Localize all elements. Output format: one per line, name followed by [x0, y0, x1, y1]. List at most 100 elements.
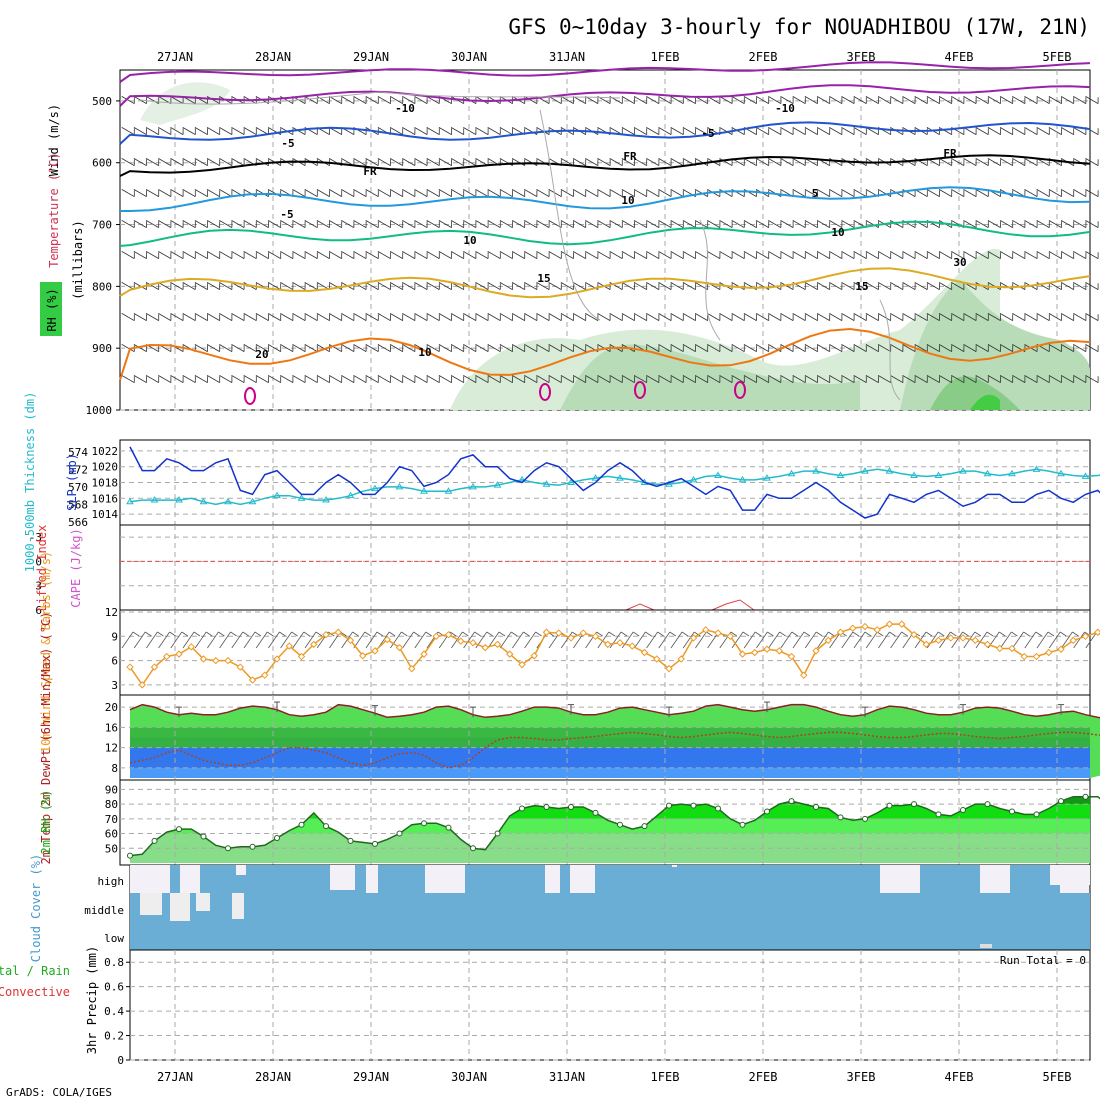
- wind-barb: [841, 220, 855, 228]
- precip-tick-label: 0.6: [104, 981, 124, 994]
- wind-barb: [1036, 375, 1050, 383]
- wind-barb: [853, 282, 867, 290]
- wind-barb: [475, 313, 489, 321]
- surface-wind-barb: [499, 631, 512, 649]
- wind-barb: [804, 127, 818, 135]
- wind-barb: [999, 375, 1013, 383]
- temp-ticks: 8 12 16 20: [105, 701, 118, 775]
- wind-barb: [694, 127, 708, 135]
- wind-barb: [414, 127, 428, 135]
- wind-barb: [865, 375, 879, 383]
- surface-wind-barb: [829, 631, 841, 649]
- slp-tick-label: 1014: [92, 508, 119, 521]
- wind-barb: [621, 220, 635, 228]
- cape-bump: [625, 603, 655, 611]
- wind-barb: [389, 282, 403, 290]
- surface-wind-barb-flag: [535, 631, 542, 637]
- wind-barb: [853, 344, 867, 352]
- cloud-gap: [236, 865, 246, 875]
- thickness-point: [689, 475, 698, 483]
- wind-barb: [438, 158, 452, 166]
- lifted-index-ticks: -3 0 3 6: [29, 531, 42, 617]
- wind-barb: [694, 251, 708, 259]
- wind-barb: [572, 189, 586, 197]
- wind-barb: [206, 96, 220, 104]
- wind-barb: [609, 313, 623, 321]
- wind-barb: [999, 251, 1013, 259]
- thickness-point: [738, 475, 747, 483]
- wind-speed-point: [579, 629, 587, 637]
- wind-barb: [133, 344, 147, 352]
- wind-barb: [975, 344, 989, 352]
- wind-barb: [133, 251, 147, 259]
- wind-panel: 3 6 9 12 10m Wind Speed & Barbs (m/s): [39, 551, 1100, 753]
- wind-barb: [511, 158, 525, 166]
- slp-tick-label: 1016: [92, 492, 119, 505]
- surface-wind-barbs: [121, 631, 1100, 649]
- wind-barb: [951, 189, 965, 197]
- wind-barb: [1060, 313, 1074, 321]
- surface-wind-barb-flag: [315, 631, 323, 637]
- surface-wind-barb: [341, 631, 353, 649]
- upper-air-ylabel-rh: RH (%): [45, 288, 59, 331]
- wind-speed-point: [971, 636, 979, 645]
- wind-barb: [572, 313, 586, 321]
- wind-barb: [902, 251, 916, 259]
- wind-barb: [511, 375, 525, 383]
- wind-speed-series: [126, 620, 1100, 689]
- surface-wind-barb-flag: [169, 631, 176, 637]
- wind-barb: [768, 127, 782, 135]
- wind-barb: [206, 344, 220, 352]
- wind-barb: [938, 251, 952, 259]
- wind-barb: [560, 375, 574, 383]
- wind-barb: [1073, 251, 1087, 259]
- wind-barb: [999, 344, 1013, 352]
- rh-point: [862, 815, 868, 822]
- wind-barb: [975, 220, 989, 228]
- wind-barb: [792, 158, 806, 166]
- wind-barb: [194, 220, 208, 228]
- wind-barb: [377, 96, 391, 104]
- wind-barb: [975, 158, 989, 166]
- rh-point: [396, 830, 403, 837]
- wind-speed-point: [983, 640, 992, 649]
- wind-barb: [621, 127, 635, 135]
- wind-barb: [463, 313, 477, 321]
- contour-label: 15: [855, 280, 868, 293]
- cape-li-grid: [120, 525, 1090, 611]
- wind-speed-point: [910, 630, 918, 639]
- wind-speed-point: [1045, 648, 1053, 657]
- wind-barb: [414, 282, 428, 290]
- wind-barb: [1048, 282, 1062, 290]
- wind-barb: [182, 158, 196, 166]
- rh-legend-swatch: [40, 282, 62, 336]
- wind-barb: [499, 220, 513, 228]
- wind-speed-point: [1081, 632, 1090, 641]
- thickness-point: [861, 467, 869, 474]
- rh-point: [543, 804, 550, 811]
- wind-barb: [768, 158, 782, 166]
- wind-barb: [414, 251, 428, 259]
- wind-barb: [450, 189, 464, 197]
- wind-barb: [743, 251, 757, 259]
- wind-barb: [841, 375, 855, 383]
- wind-barb: [536, 282, 550, 290]
- wind-barb: [353, 220, 367, 228]
- wind-barb: [182, 282, 196, 290]
- temperature-contour: [119, 267, 1091, 299]
- wind-barb: [633, 375, 647, 383]
- wind-barb: [463, 127, 477, 135]
- wind-barb: [475, 189, 489, 197]
- wind-barb: [145, 282, 159, 290]
- wind-barb: [890, 220, 904, 228]
- wind-barb: [243, 189, 257, 197]
- top-date-label: 28JAN: [255, 50, 291, 64]
- wind-barb: [1085, 189, 1099, 197]
- wind-barb: [780, 96, 794, 104]
- wind-barb: [243, 251, 257, 259]
- wind-barb: [646, 313, 660, 321]
- temp-tick-label: 12: [105, 742, 118, 755]
- wind-barb: [243, 313, 257, 321]
- surface-wind-barb-flag: [986, 631, 994, 637]
- wind-barb: [975, 127, 989, 135]
